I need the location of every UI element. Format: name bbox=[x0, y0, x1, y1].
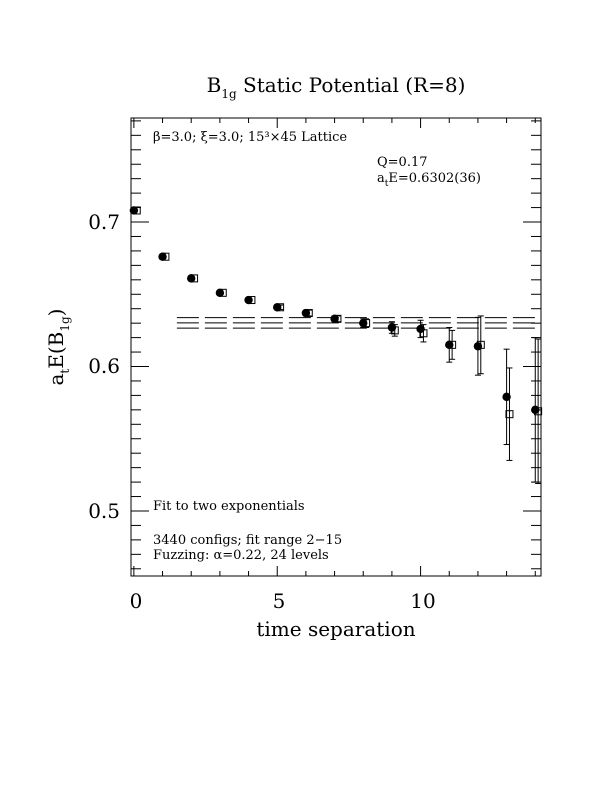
data-point-square bbox=[534, 407, 543, 416]
data-point-square bbox=[161, 252, 170, 261]
y-tick-label-0.5: 0.5 bbox=[88, 499, 120, 523]
data-point-circle bbox=[158, 252, 167, 261]
chart-title: B1g Static Potential (R=8) bbox=[207, 73, 466, 101]
fit-band bbox=[176, 317, 541, 329]
y-axis-label-a: a bbox=[44, 374, 68, 386]
y-axis-label: atE(B1g) bbox=[44, 308, 72, 385]
x-tick-label-5: 5 bbox=[273, 589, 286, 613]
fit-energy-t: t bbox=[385, 179, 389, 189]
data-point-circle bbox=[416, 324, 425, 334]
chart-title-subscript: 1g bbox=[221, 87, 237, 101]
lattice-annotation: β=3.0; ξ=3.0; 15³×45 Lattice bbox=[153, 130, 347, 145]
data-point-circle bbox=[187, 274, 196, 283]
y-axis-label-mid: E(B bbox=[44, 332, 68, 369]
fit-energy-annotation: atE=0.6302(36) bbox=[377, 171, 481, 189]
data-point-square bbox=[190, 274, 199, 283]
data-point-square bbox=[419, 329, 428, 338]
y-axis-label-t: t bbox=[58, 369, 72, 374]
q-annotation: Q=0.17 bbox=[377, 155, 428, 170]
plot-frame bbox=[130, 117, 542, 577]
fit-energy-a: a bbox=[377, 171, 385, 186]
x-tick-label-0: 0 bbox=[130, 589, 143, 613]
x-tick-label-10: 10 bbox=[410, 589, 435, 613]
data-point-square bbox=[218, 288, 227, 297]
axis-ticks bbox=[131, 118, 541, 576]
chart-title-rest: Static Potential (R=8) bbox=[237, 73, 466, 97]
data-point-square bbox=[390, 326, 399, 335]
data-point-square bbox=[476, 340, 485, 349]
data-point-circle bbox=[129, 206, 139, 215]
y-axis-label-end: ) bbox=[44, 308, 68, 316]
data-points bbox=[129, 206, 543, 485]
data-point-circle bbox=[359, 318, 368, 328]
configs-annotation: 3440 configs; fit range 2−15 bbox=[153, 533, 342, 548]
data-point-square bbox=[505, 410, 514, 419]
data-point-circle bbox=[330, 314, 339, 324]
fit-method-annotation: Fit to two exponentials bbox=[153, 499, 305, 514]
y-tick-label-0.6: 0.6 bbox=[88, 354, 120, 378]
data-point-square bbox=[448, 340, 457, 349]
data-point-square bbox=[333, 314, 342, 323]
data-point-circle bbox=[445, 340, 454, 350]
data-point-square bbox=[132, 206, 141, 215]
data-point-circle bbox=[387, 323, 397, 332]
data-point-square bbox=[276, 303, 285, 312]
data-point-circle bbox=[502, 392, 511, 402]
fuzzing-annotation: Fuzzing: α=0.22, 24 levels bbox=[153, 548, 329, 563]
data-point-circle bbox=[215, 288, 225, 298]
data-point-square bbox=[247, 296, 256, 305]
data-point-circle bbox=[244, 295, 253, 305]
chart-title-main: B bbox=[207, 73, 222, 97]
x-axis-label: time separation bbox=[256, 617, 415, 641]
data-point-square bbox=[362, 319, 371, 328]
y-axis-label-sub: 1g bbox=[58, 316, 72, 332]
y-tick-label-0.7: 0.7 bbox=[88, 210, 120, 234]
data-point-square bbox=[304, 309, 313, 318]
fit-energy-value: E=0.6302(36) bbox=[388, 171, 481, 186]
data-point-circle bbox=[301, 308, 311, 318]
